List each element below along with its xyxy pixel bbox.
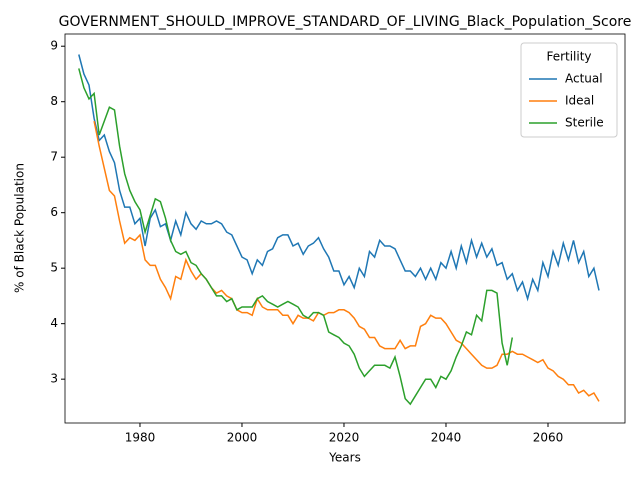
- plot-frame: [64, 33, 626, 424]
- legend-label: Actual: [565, 72, 603, 86]
- y-tick-label: 7: [50, 150, 58, 164]
- legend-label: Ideal: [565, 94, 594, 108]
- legend-title: Fertility: [546, 50, 591, 64]
- line-series: [78, 68, 514, 406]
- line-series: [78, 54, 600, 302]
- y-axis-label: % of Black Population: [13, 163, 27, 293]
- x-tick-label: 1980: [125, 431, 156, 445]
- y-tick-label: 4: [50, 316, 58, 330]
- legend-box: [520, 42, 618, 138]
- x-tick-label: 2060: [533, 431, 564, 445]
- x-tick-label: 2040: [431, 431, 462, 445]
- y-tick-label: 8: [50, 94, 58, 108]
- y-tick-label: 6: [50, 205, 58, 219]
- x-tick-label: 2000: [227, 431, 258, 445]
- chart-title: GOVERNMENT_SHOULD_IMPROVE_STANDARD_OF_LI…: [59, 14, 632, 30]
- y-tick-label: 3: [50, 372, 58, 386]
- line-series: [93, 120, 600, 402]
- y-tick-label: 9: [50, 39, 58, 53]
- legend-label: Sterile: [565, 116, 604, 130]
- x-axis-label: Years: [328, 451, 361, 465]
- y-tick-label: 5: [50, 261, 58, 275]
- x-tick-label: 2020: [329, 431, 360, 445]
